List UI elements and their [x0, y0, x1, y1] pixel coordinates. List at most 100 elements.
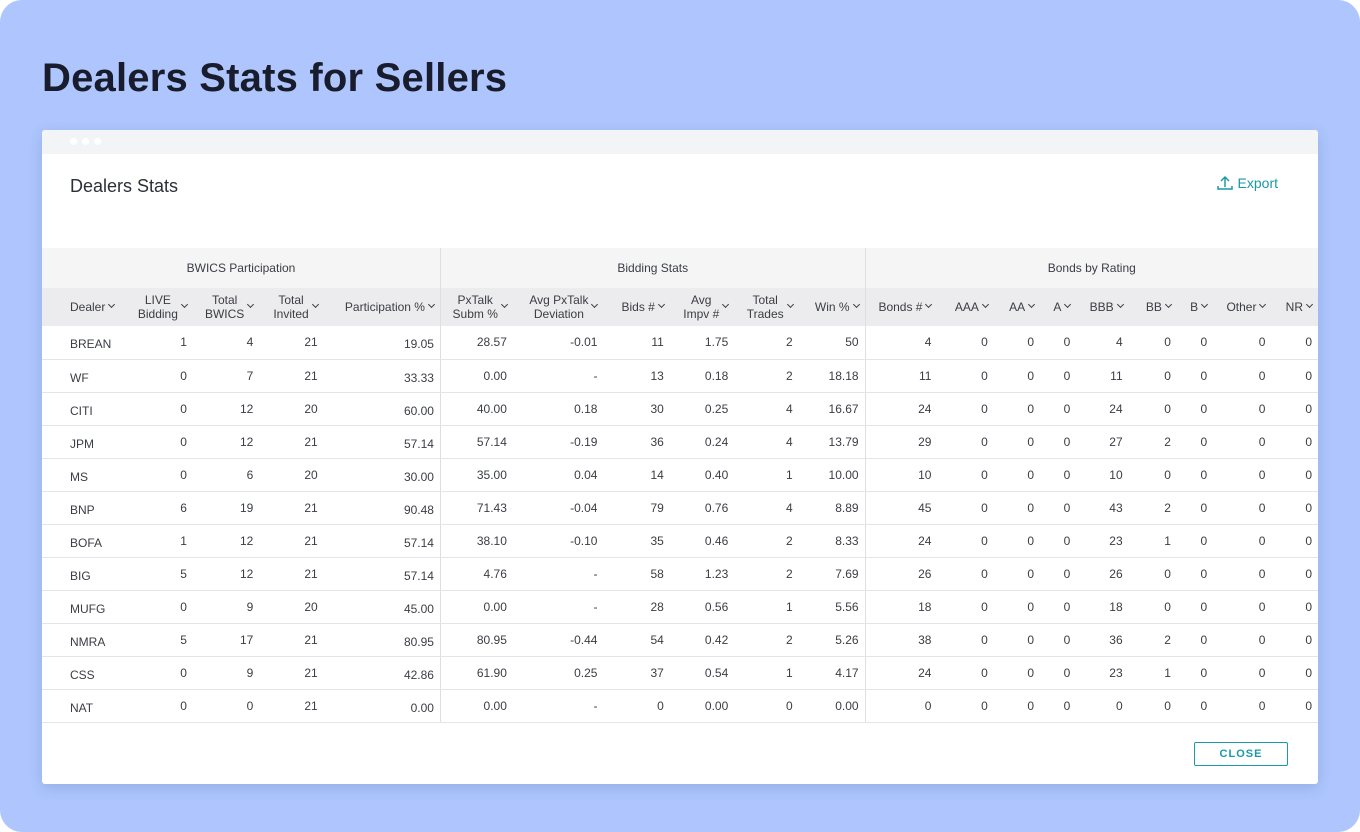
- table-row[interactable]: MUFG 0 9 20 45.00 0.00-28 0.56 1 5.56 18 0 0 0 18 0 0 0 0: [42, 590, 1318, 624]
- export-button[interactable]: Export: [1216, 174, 1278, 192]
- table-cell: 4.76: [440, 557, 513, 591]
- table-cell: 6: [192, 458, 260, 492]
- table-cell: 1: [128, 524, 193, 558]
- column-header[interactable]: NR: [1271, 288, 1318, 326]
- column-header[interactable]: Other: [1213, 288, 1272, 326]
- table-cell: 2: [1128, 623, 1177, 657]
- table-cell: 6: [128, 491, 193, 525]
- column-header[interactable]: Dealer: [42, 288, 129, 326]
- table-cell: 4: [1076, 326, 1129, 360]
- table-row[interactable]: NAT 0 0 21 0.00 0.00-0 0.00 0 0.00 0 0 0 0 0 0 0 0 0: [42, 689, 1318, 723]
- table-cell: 0: [1271, 392, 1318, 426]
- table-cell: 0: [1271, 458, 1318, 492]
- table-cell: 36: [1076, 623, 1129, 657]
- table-cell: 0: [1176, 458, 1214, 492]
- table-cell: 0: [603, 689, 670, 723]
- table-cell: 0.04: [512, 458, 604, 492]
- table-cell: 0: [993, 392, 1041, 426]
- chevron-down-icon: [1201, 300, 1209, 308]
- table-cell: 0: [1128, 392, 1177, 426]
- table-cell: 1: [734, 590, 799, 624]
- table-cell: 0: [993, 425, 1041, 459]
- table-row[interactable]: BIG 5 12 21 57.14 4.76-58 1.23 2 7.69 26 0 0 0 26 0 0 0 0: [42, 557, 1318, 591]
- table-cell: 10: [865, 458, 938, 492]
- table-cell: 2: [734, 359, 799, 393]
- dealers-stats-modal: Dealers Stats Export BWICS Participation…: [42, 130, 1318, 784]
- table-row[interactable]: JPM 0 12 21 57.14 57.14 -0.19 36 0.24 4 13.79 29 0 0 0…: [42, 425, 1318, 459]
- table-cell: 57.14: [440, 425, 513, 459]
- column-header[interactable]: B: [1176, 288, 1214, 326]
- column-header[interactable]: BB: [1128, 288, 1177, 326]
- column-header[interactable]: Total Invited: [259, 288, 324, 326]
- window-dot-icon: [94, 138, 101, 145]
- column-header[interactable]: Bonds #: [865, 288, 938, 326]
- table-cell: 8.89: [798, 491, 866, 525]
- table-cell: 0: [1128, 359, 1177, 393]
- table-cell: 79: [603, 491, 670, 525]
- table-row[interactable]: BNP 6 19 21 90.48 71.43 -0.04 79 0.76 4 8.89 45 0 0 0 4…: [42, 491, 1318, 525]
- column-header[interactable]: AAA: [937, 288, 994, 326]
- table-cell: 0: [128, 392, 193, 426]
- column-header-label: A: [1053, 300, 1062, 314]
- table-cell: 4: [734, 491, 799, 525]
- column-header[interactable]: Participation %: [323, 288, 441, 326]
- column-header[interactable]: Avg PxTalk Deviation: [512, 288, 604, 326]
- dealer-name-cell: CITI: [42, 392, 129, 426]
- column-header[interactable]: A: [1040, 288, 1077, 326]
- table-row[interactable]: WF 0 7 21 33.33 0.00-13 0.18 2 18.18 11 0 0 0 11 0 0 0 0: [42, 359, 1318, 393]
- dealer-name-cell: BIG: [42, 557, 129, 591]
- dealers-stats-table: BWICS Participation Bidding Stats Bonds …: [42, 248, 1318, 723]
- table-cell: 0: [1213, 458, 1272, 492]
- table-cell: 0: [1176, 656, 1214, 690]
- table-cell: 80.95: [440, 623, 513, 657]
- modal-header: Dealers Stats Export: [42, 154, 1318, 248]
- table-row[interactable]: BREAN 1 4 21 19.05 28.57 -0.01 11 1.75 2 50 4 0 0 0 4 0 0…: [42, 326, 1318, 360]
- chevron-down-icon: [1116, 300, 1124, 308]
- table-cell: 0: [1271, 689, 1318, 723]
- table-cell: 0: [1213, 590, 1272, 624]
- table-cell: 0: [937, 557, 994, 591]
- table-cell: 0: [1128, 590, 1177, 624]
- column-header[interactable]: Win %: [798, 288, 866, 326]
- close-button[interactable]: CLOSE: [1194, 742, 1288, 766]
- table-cell: 0: [1040, 359, 1077, 393]
- table-cell: 57.14: [323, 557, 441, 591]
- table-row[interactable]: CSS 0 9 21 42.86 61.90 0.25 37 0.54 1 4.17 24 0 0 0 23 1…: [42, 656, 1318, 690]
- table-cell: 71.43: [440, 491, 513, 525]
- column-header[interactable]: PxTalk Subm %: [440, 288, 513, 326]
- dealer-name-cell: MUFG: [42, 590, 129, 624]
- chevron-down-icon: [981, 300, 989, 308]
- table-cell: 0.00: [323, 689, 441, 723]
- table-row[interactable]: NMRA 5 17 21 80.95 80.95 -0.44 54 0.42 2 5.26 38 0 0 0…: [42, 623, 1318, 657]
- table-cell: 1: [734, 656, 799, 690]
- table-cell: 7: [192, 359, 260, 393]
- chevron-down-icon: [722, 300, 730, 308]
- table-cell: 5.26: [798, 623, 866, 657]
- table-cell: 8.33: [798, 524, 866, 558]
- table-row[interactable]: MS 0 6 20 30.00 35.00 0.04 14 0.40 1 10.00 10 0 0 0 10 0…: [42, 458, 1318, 492]
- table-cell: 0: [1128, 689, 1177, 723]
- chevron-down-icon: [1028, 300, 1036, 308]
- column-header[interactable]: AA: [993, 288, 1041, 326]
- table-cell: 23: [1076, 524, 1129, 558]
- dealer-name-cell: WF: [42, 359, 129, 393]
- table-cell: 0: [1213, 425, 1272, 459]
- export-label: Export: [1237, 175, 1278, 191]
- column-header[interactable]: Total Trades: [734, 288, 799, 326]
- column-header[interactable]: BBB: [1076, 288, 1129, 326]
- column-header[interactable]: LIVE Bidding: [128, 288, 193, 326]
- table-cell: 0: [1271, 491, 1318, 525]
- table-cell: 20: [259, 458, 324, 492]
- table-cell: 0: [1128, 458, 1177, 492]
- table-row[interactable]: CITI 0 12 20 60.00 40.00 0.18 30 0.25 4 16.67 24 0 0 0…: [42, 392, 1318, 426]
- column-header[interactable]: Total BWICS: [192, 288, 260, 326]
- table-cell: 40.00: [440, 392, 513, 426]
- table-cell: 20: [259, 590, 324, 624]
- chevron-down-icon: [108, 300, 116, 308]
- column-header[interactable]: Avg Impv #: [669, 288, 735, 326]
- column-header[interactable]: Bids #: [603, 288, 670, 326]
- table-cell: 21: [259, 689, 324, 723]
- table-cell: 10.00: [798, 458, 866, 492]
- column-header-label: Dealer: [70, 300, 106, 314]
- table-row[interactable]: BOFA 1 12 21 57.14 38.10 -0.10 35 0.46 2 8.33 24 0 0 0…: [42, 524, 1318, 558]
